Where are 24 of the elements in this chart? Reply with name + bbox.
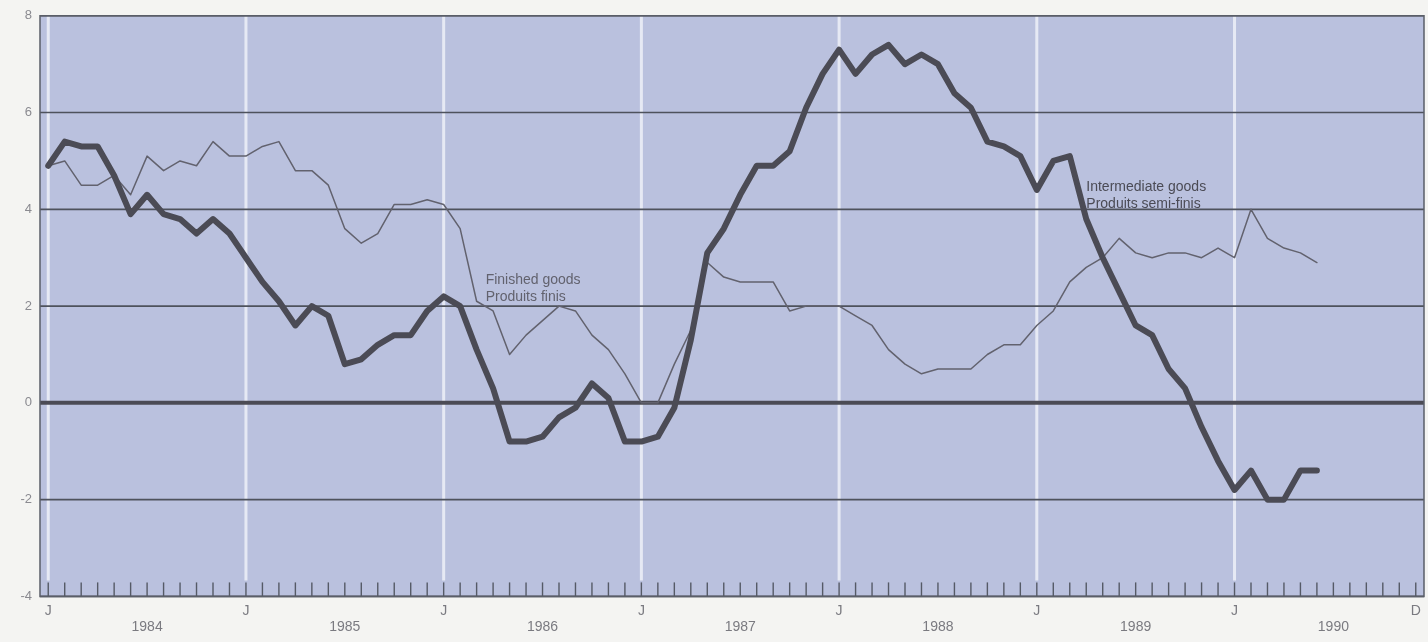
x-tick-label: 1987 <box>724 618 757 635</box>
x-tick-label: J <box>242 601 250 618</box>
y-tick-label: 6 <box>24 104 32 120</box>
x-tick-label: J <box>440 601 448 618</box>
x-tick-label: 1986 <box>526 618 559 635</box>
x-tick-label: 1988 <box>922 618 954 635</box>
y-tick-label: 0 <box>24 394 32 410</box>
x-tick-label: 1990 <box>1317 618 1350 635</box>
y-tick-label: -2 <box>20 491 32 507</box>
y-tick-label: -4 <box>20 587 32 603</box>
x-tick-label: J <box>835 601 843 618</box>
series-label: Intermediate goods Produits semi-finis <box>1086 178 1207 212</box>
x-tick-label: J <box>44 601 52 618</box>
y-tick-label: 4 <box>24 200 32 216</box>
y-tick-label: 2 <box>24 297 32 313</box>
x-tick-label: 1989 <box>1120 618 1152 635</box>
x-tick-label: 1985 <box>329 618 361 635</box>
y-tick-label: 8 <box>24 7 32 23</box>
x-tick-label: 1984 <box>131 618 163 635</box>
x-tick-label: J <box>1231 601 1239 618</box>
x-tick-label: D <box>1410 601 1421 618</box>
x-tick-label: J <box>1033 601 1041 618</box>
x-tick-label: J <box>637 601 645 618</box>
series-label: Finished goods Produits finis <box>485 271 581 305</box>
